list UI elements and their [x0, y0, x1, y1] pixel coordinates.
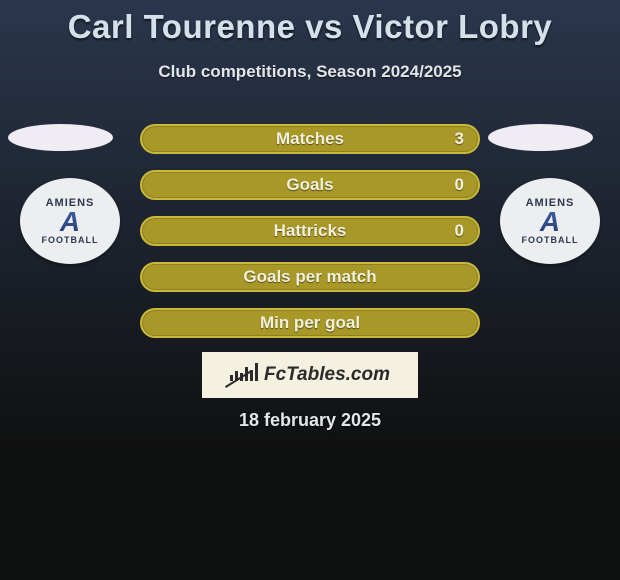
date-text: 18 february 2025 [0, 410, 620, 431]
stat-row: Goals0 [140, 170, 480, 200]
stat-value-right: 0 [455, 172, 464, 198]
brand-chart-icon [230, 363, 258, 387]
stat-row: Hattricks0 [140, 216, 480, 246]
stat-label: Goals per match [142, 264, 478, 290]
club-left-logo-letter: A [54, 209, 86, 234]
page-title: Carl Tourenne vs Victor Lobry [0, 8, 620, 46]
subtitle: Club competitions, Season 2024/2025 [0, 62, 620, 82]
brand-card: FcTables.com [202, 352, 418, 398]
player-right-oval [488, 124, 593, 151]
comparison-card: Carl Tourenne vs Victor Lobry Club compe… [0, 0, 620, 580]
stat-value-right: 0 [455, 218, 464, 244]
stat-row: Matches3 [140, 124, 480, 154]
stat-label: Matches [142, 126, 478, 152]
stat-label: Min per goal [142, 310, 478, 336]
stat-label: Goals [142, 172, 478, 198]
stat-row: Goals per match [140, 262, 480, 292]
player-left-oval [8, 124, 113, 151]
club-badge-left: AMIENS A FOOTBALL [20, 178, 120, 264]
stat-row: Min per goal [140, 308, 480, 338]
club-badge-right: AMIENS A FOOTBALL [500, 178, 600, 264]
stat-rows: Matches3Goals0Hattricks0Goals per matchM… [140, 124, 480, 354]
stat-label: Hattricks [142, 218, 478, 244]
stat-value-right: 3 [455, 126, 464, 152]
brand-text: FcTables.com [264, 364, 390, 386]
brand-inner: FcTables.com [230, 363, 390, 387]
club-right-logo-letter: A [534, 209, 566, 234]
